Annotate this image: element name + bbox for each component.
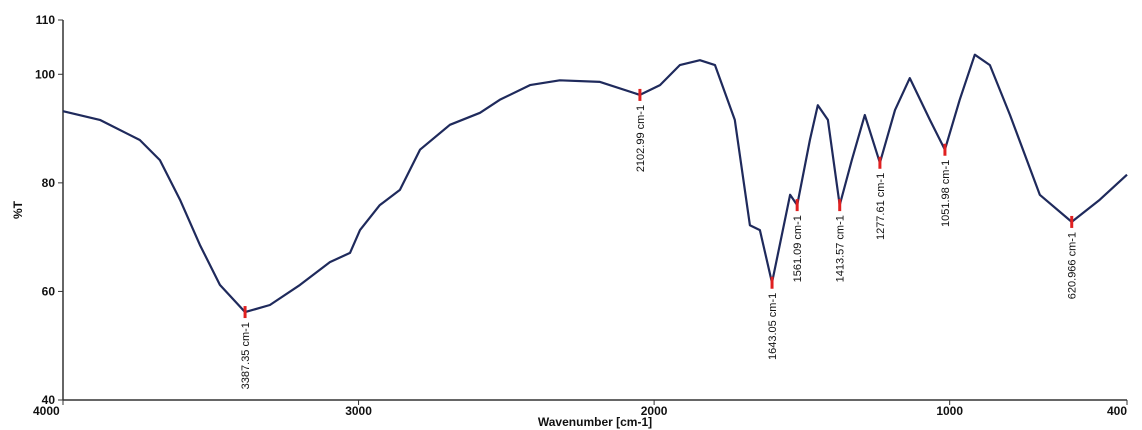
spectrum-line bbox=[62, 53, 1128, 314]
x-tick-label: 1000 bbox=[936, 404, 963, 418]
peak-label: 1413.57 cm-1 bbox=[835, 215, 847, 282]
peak-label: 1643.05 cm-1 bbox=[767, 293, 779, 360]
y-axis-label: %T bbox=[11, 200, 25, 219]
x-tick-label: 2000 bbox=[641, 404, 668, 418]
x-axis-label: Wavenumber [cm-1] bbox=[538, 415, 652, 429]
peak-label: 2102.99 cm-1 bbox=[635, 105, 647, 172]
y-tick-label: 40 bbox=[42, 393, 56, 407]
peak-label: 620.966 cm-1 bbox=[1067, 232, 1079, 299]
peak-label: 3387.35 cm-1 bbox=[240, 322, 252, 389]
x-tick-label: 400 bbox=[1107, 404, 1127, 418]
x-tick-label: 4000 bbox=[33, 404, 60, 418]
y-tick-label: 80 bbox=[42, 176, 56, 190]
y-tick-label: 110 bbox=[36, 13, 56, 27]
x-tick-label: 3000 bbox=[345, 404, 372, 418]
peak-label: 1561.09 cm-1 bbox=[792, 215, 804, 282]
peak-label: 1051.98 cm-1 bbox=[940, 160, 952, 227]
peak-label: 1277.61 cm-1 bbox=[875, 173, 887, 240]
y-tick-label: 100 bbox=[35, 67, 55, 81]
y-tick-label: 60 bbox=[42, 284, 56, 298]
